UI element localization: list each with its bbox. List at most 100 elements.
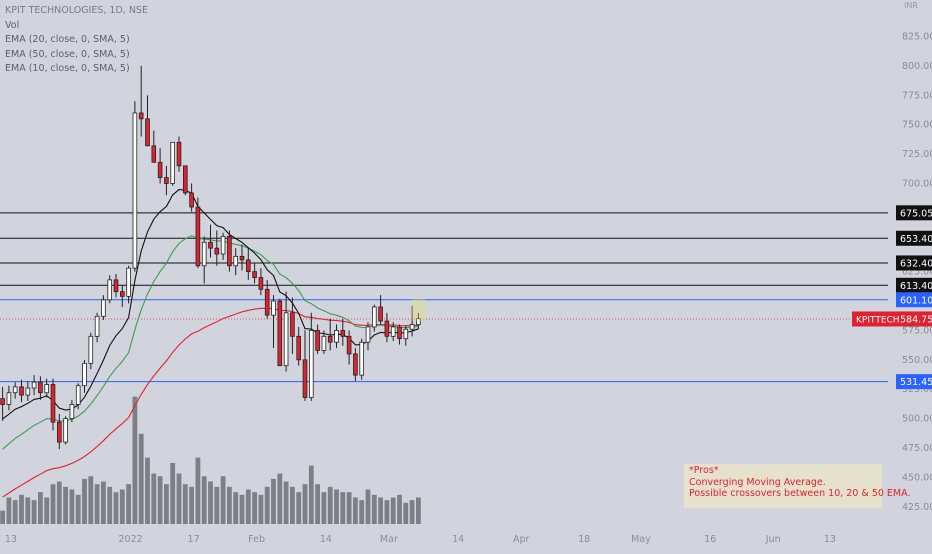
price-level-tag: [896, 277, 932, 293]
x-tick-label: 14: [452, 534, 464, 545]
x-tick-label: 13: [824, 534, 836, 545]
price-level-label: 601.10: [900, 295, 932, 306]
volume-bar: [6, 497, 12, 524]
volume-bar: [88, 476, 94, 524]
candle-body: [334, 330, 339, 343]
x-tick-label: Mar: [380, 534, 398, 545]
volume-bar: [233, 492, 239, 524]
volume-bar: [44, 497, 50, 524]
candle-body: [340, 330, 346, 337]
price-level-label: 632.40: [900, 258, 932, 269]
volume-bar: [283, 481, 289, 524]
pros-note[interactable]: *Pros* Converging Moving Average. Possib…: [684, 464, 911, 508]
candle-body: [31, 381, 37, 389]
y-tick-label: 750.00: [902, 120, 932, 131]
volume-bar: [0, 510, 6, 524]
candle-body: [252, 271, 257, 278]
volume-bar: [107, 486, 113, 524]
candle-body: [409, 324, 415, 330]
volume-bar: [12, 500, 18, 524]
volume-bar: [151, 473, 157, 524]
price-level-label: 675.05: [900, 208, 932, 219]
candle-body: [151, 145, 157, 163]
y-tick-label: 625.00: [902, 267, 932, 278]
ema50-indicator-label[interactable]: EMA (50, close, 0, SMA, 5): [5, 48, 130, 60]
note-line: *Pros*: [689, 465, 719, 476]
candle-body: [416, 318, 421, 325]
price-level-label: 653.40: [900, 234, 932, 245]
candle-body: [277, 300, 283, 367]
candle-body: [403, 328, 409, 340]
candle-body: [271, 300, 276, 316]
volume-bar: [327, 486, 333, 524]
y-tick-label: 450.00: [902, 472, 932, 483]
candle-body: [283, 312, 289, 367]
candle-body: [397, 326, 402, 340]
x-tick-label: 18: [578, 534, 590, 545]
volume-bar: [346, 492, 352, 524]
x-tick-label: Apr: [513, 534, 530, 545]
candle-body: [371, 306, 377, 328]
candle-body: [346, 335, 352, 355]
ema10-line: [2, 189, 419, 420]
y-tick-label: 525.00: [902, 384, 932, 395]
candle-body: [38, 381, 43, 394]
candle-body: [6, 392, 12, 405]
volume-bar: [384, 500, 390, 524]
ema20-line: [2, 235, 419, 450]
volume-bar: [245, 489, 251, 524]
volume-bar: [113, 492, 119, 524]
candle-body: [384, 320, 390, 337]
candle-body: [0, 398, 5, 405]
volume-bar: [290, 486, 295, 524]
price-level-tag: [896, 255, 932, 271]
candle-body: [94, 315, 100, 337]
volume-bar: [296, 492, 302, 524]
candle-body: [239, 255, 245, 261]
volume-bar: [371, 494, 377, 524]
candle-body: [359, 341, 364, 376]
volume-bar: [38, 492, 43, 524]
candle-body: [57, 421, 62, 443]
volume-bar: [82, 478, 87, 524]
symbol-tag-label: KPITTECH: [856, 315, 900, 325]
candle-body: [145, 118, 150, 147]
candle-body: [132, 112, 138, 269]
volume-bar: [315, 484, 320, 524]
last-price-tag: [852, 311, 932, 327]
x-tick-label: 2022: [119, 534, 143, 545]
volume-bar: [264, 486, 270, 524]
volume-bar: [271, 478, 276, 524]
candle-body: [258, 277, 264, 290]
volume-bar: [308, 465, 314, 524]
volume-bar: [164, 484, 169, 524]
candle-body: [227, 235, 232, 267]
price-level-tag: [896, 230, 932, 246]
ema20-indicator-label[interactable]: EMA (20, close, 0, SMA, 5): [5, 34, 130, 45]
volume-indicator-label[interactable]: Vol: [5, 19, 20, 31]
note-line: Possible crossovers between 10, 20 & 50 …: [689, 488, 911, 499]
last-price-label: 584.75: [900, 314, 932, 325]
y-tick-label: 575.00: [902, 325, 932, 336]
candle-body: [113, 279, 119, 293]
candle-body: [75, 385, 81, 405]
candle-body: [378, 306, 383, 322]
volume-bar: [409, 500, 415, 524]
candle-body: [25, 387, 31, 396]
x-tick-label: 16: [704, 534, 716, 545]
symbol-title[interactable]: KPIT TECHNOLOGIES, 1D, NSE: [5, 5, 148, 16]
x-tick-label: May: [631, 534, 651, 545]
candle-body: [308, 330, 314, 398]
ema10-indicator-label[interactable]: EMA (10, close, 0, SMA, 5): [5, 63, 130, 74]
volume-bar: [378, 497, 383, 524]
volume-bar: [214, 486, 220, 524]
candle-body: [201, 241, 207, 267]
candle-body: [327, 335, 333, 343]
candle-body: [302, 359, 308, 398]
volume-bar: [19, 494, 24, 524]
y-tick-label: 425.00: [902, 502, 932, 513]
candle-body: [390, 326, 396, 337]
volume-bar: [189, 486, 194, 524]
